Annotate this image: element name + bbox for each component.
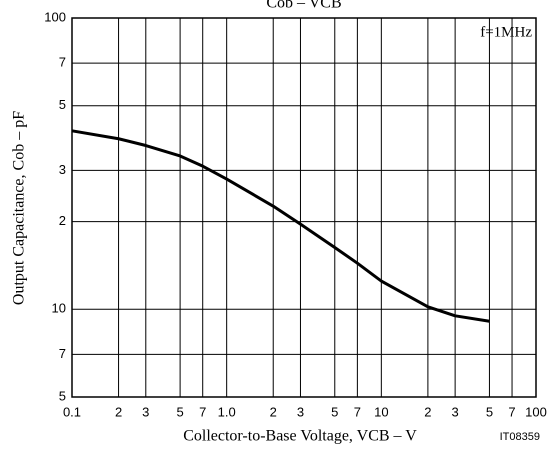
y-tick-label: 100 — [44, 9, 66, 24]
x-tick-label: 3 — [297, 404, 304, 419]
x-tick-label: 3 — [452, 404, 459, 419]
figure-id: IT08359 — [500, 431, 540, 443]
y-axis-label: Output Capacitance, Cob – pF — [11, 111, 28, 305]
y-tick-label: 7 — [59, 346, 66, 361]
x-tick-label: 3 — [142, 404, 149, 419]
y-tick-label: 5 — [59, 388, 66, 403]
x-tick-label: 10 — [374, 404, 388, 419]
x-tick-label: 5 — [331, 404, 338, 419]
x-tick-label: 1.0 — [218, 404, 236, 419]
x-tick-label: 7 — [354, 404, 361, 419]
y-tick-label: 5 — [59, 97, 66, 112]
x-tick-label: 2 — [424, 404, 431, 419]
x-tick-label: 5 — [486, 404, 493, 419]
curve — [71, 129, 490, 323]
x-tick-label: 100 — [525, 404, 547, 419]
chart-title: Cob – VCB — [266, 0, 341, 12]
x-tick-label: 0.1 — [63, 404, 81, 419]
y-tick-label: 7 — [59, 55, 66, 70]
y-tick-label: 10 — [52, 301, 66, 316]
annotation: f=1MHz — [480, 24, 532, 40]
y-tick-label: 3 — [59, 162, 66, 177]
x-tick-label: 5 — [176, 404, 183, 419]
x-tick-label: 7 — [199, 404, 206, 419]
x-tick-label: 2 — [115, 404, 122, 419]
plot-frame — [71, 17, 537, 398]
x-axis-label: Collector-to-Base Voltage, VCB – V — [183, 428, 417, 445]
x-tick-label: 2 — [270, 404, 277, 419]
y-tick-label: 2 — [59, 213, 66, 228]
x-tick-label: 7 — [508, 404, 515, 419]
